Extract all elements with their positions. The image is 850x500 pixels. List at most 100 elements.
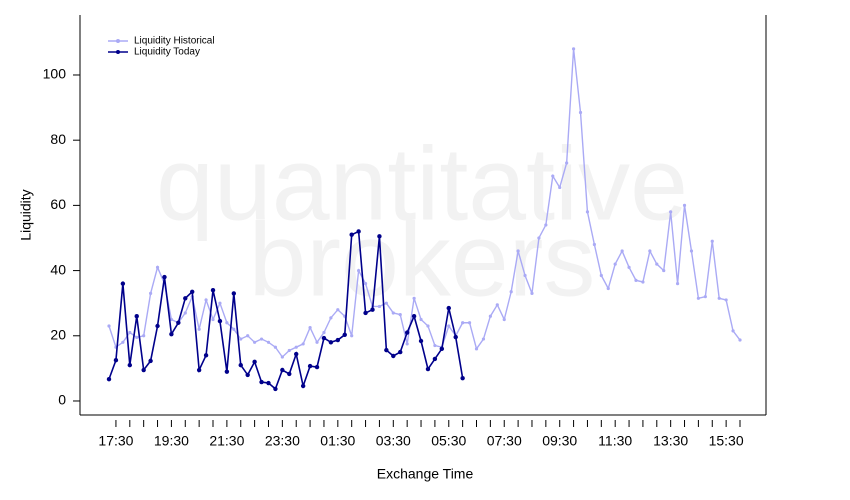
data-point <box>321 335 327 341</box>
data-point <box>641 280 645 284</box>
data-point <box>273 345 278 349</box>
data-point <box>314 364 320 370</box>
data-point <box>398 349 403 355</box>
data-point <box>141 367 146 373</box>
data-point <box>627 265 631 269</box>
data-point <box>142 334 146 338</box>
data-point <box>121 340 125 344</box>
data-point <box>502 317 506 322</box>
data-point <box>398 312 402 317</box>
data-point <box>404 330 410 335</box>
legend-swatch <box>116 50 120 54</box>
data-point <box>461 321 465 325</box>
data-point <box>474 347 479 351</box>
data-point <box>120 281 126 286</box>
legend-label: Liquidity Today <box>134 47 200 58</box>
x-tick-label: 17:30 <box>98 433 133 449</box>
y-tick-label: 60 <box>50 196 66 212</box>
data-point <box>183 311 187 315</box>
data-point <box>689 249 694 253</box>
data-point <box>127 362 133 368</box>
legend-swatch <box>116 39 120 43</box>
data-point <box>467 321 472 325</box>
data-point <box>447 324 451 328</box>
x-axis-label: Exchange Time <box>377 466 474 482</box>
y-tick-label: 20 <box>50 326 66 342</box>
data-point <box>128 330 132 335</box>
data-point <box>537 236 541 240</box>
data-point <box>280 367 285 373</box>
data-point <box>190 289 195 294</box>
data-point <box>558 185 562 190</box>
data-point <box>488 314 492 318</box>
data-point <box>259 379 264 385</box>
data-point <box>307 363 313 369</box>
data-point <box>238 362 243 368</box>
data-point <box>370 307 375 312</box>
data-point <box>606 286 610 291</box>
data-point <box>565 161 569 165</box>
data-point <box>523 273 527 278</box>
y-tick-label: 100 <box>43 66 67 82</box>
data-point <box>738 338 742 342</box>
data-point <box>453 334 458 340</box>
data-point <box>162 274 167 280</box>
data-point <box>218 301 222 305</box>
x-tick-label: 07:30 <box>487 433 522 449</box>
data-point <box>239 337 243 341</box>
data-point <box>599 273 603 278</box>
y-axis-label: Liquidity <box>18 189 34 240</box>
data-point <box>294 351 299 357</box>
data-point <box>363 282 368 286</box>
data-point <box>336 308 340 312</box>
data-point <box>426 324 430 328</box>
data-point <box>294 345 298 349</box>
data-point <box>183 296 188 301</box>
data-point <box>669 210 673 214</box>
x-tick-label: 11:30 <box>598 433 632 449</box>
data-point <box>328 340 334 345</box>
legend-label: Liquidity Historical <box>134 36 215 47</box>
data-point <box>280 355 284 359</box>
data-point <box>300 383 306 389</box>
x-tick-label: 09:30 <box>542 433 577 449</box>
data-point <box>224 369 230 374</box>
data-point <box>259 337 264 341</box>
x-tick-label: 01:30 <box>320 433 355 449</box>
data-point <box>703 295 707 299</box>
data-point <box>253 340 257 344</box>
data-point <box>425 366 431 372</box>
data-point <box>411 314 417 319</box>
data-point <box>197 327 201 331</box>
data-point <box>356 229 361 234</box>
x-tick-label: 15:30 <box>709 433 744 449</box>
data-point <box>613 262 617 266</box>
data-point <box>342 332 347 338</box>
data-point <box>149 291 153 296</box>
data-point <box>135 335 139 340</box>
data-point <box>530 291 534 296</box>
y-tick-label: 80 <box>50 131 66 147</box>
data-point <box>308 326 312 330</box>
data-point <box>412 296 416 300</box>
data-point <box>481 337 486 341</box>
data-point <box>176 320 181 325</box>
data-point <box>585 210 590 214</box>
data-point <box>544 223 548 227</box>
data-point <box>252 359 257 365</box>
data-point <box>357 268 361 273</box>
data-point <box>266 380 271 386</box>
data-point <box>377 304 382 309</box>
data-point <box>717 296 721 300</box>
data-point <box>433 343 437 348</box>
data-point <box>106 376 112 382</box>
data-point <box>696 296 700 300</box>
data-point <box>266 340 271 344</box>
data-point <box>516 249 520 253</box>
series-line <box>108 48 741 359</box>
data-point <box>231 291 237 296</box>
data-point <box>211 317 215 322</box>
data-point <box>648 249 652 253</box>
data-point <box>634 278 638 282</box>
data-point <box>710 239 714 243</box>
